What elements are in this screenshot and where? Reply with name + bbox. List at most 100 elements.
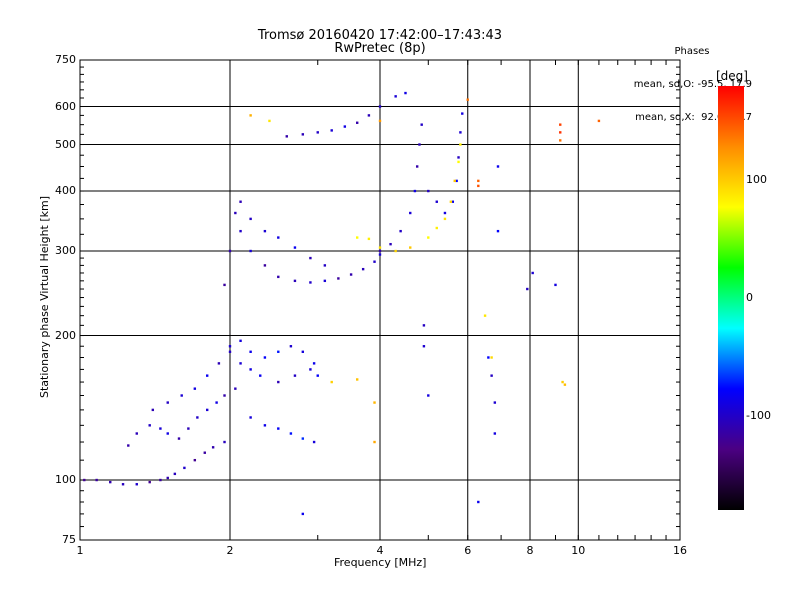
data-point (418, 143, 421, 146)
data-point (477, 184, 480, 188)
data-point (277, 380, 280, 384)
data-point (223, 283, 226, 287)
data-point (355, 378, 359, 381)
data-point (427, 394, 430, 397)
data-point (193, 458, 197, 462)
data-point (309, 256, 312, 260)
data-point (196, 416, 199, 419)
data-point (109, 480, 112, 484)
data-point (399, 229, 402, 233)
data-point (459, 131, 462, 134)
data-point (263, 264, 267, 267)
y-tick-label: 600 (55, 99, 76, 113)
y-axis-label: Stationary phase Virtual Height [km] (38, 195, 51, 398)
data-point (239, 229, 242, 233)
data-point (289, 432, 293, 435)
data-point (215, 401, 218, 404)
data-point (453, 179, 456, 183)
data-point (148, 424, 151, 427)
data-point (228, 249, 232, 253)
data-point (427, 189, 430, 193)
phase-summary-o: mean, sd,O: -95.5, 17.9 (633, 79, 752, 90)
data-point (409, 246, 412, 249)
data-point (483, 314, 487, 317)
data-point (263, 229, 267, 233)
data-point (127, 444, 130, 447)
data-point (526, 287, 529, 291)
data-point (293, 246, 297, 249)
data-point (373, 260, 376, 263)
data-point (249, 114, 252, 117)
data-point (337, 277, 340, 280)
data-point (223, 394, 226, 397)
data-point (323, 279, 327, 283)
data-point (449, 200, 453, 203)
data-point (249, 368, 252, 371)
colorbar-tick-label: -100 (746, 408, 771, 422)
data-point (277, 350, 280, 353)
data-point (443, 211, 447, 215)
data-point (316, 374, 319, 377)
data-point (159, 478, 162, 482)
y-tick-label: 400 (55, 184, 76, 198)
data-point (203, 451, 206, 454)
data-point (301, 133, 305, 136)
data-point (373, 401, 376, 404)
data-point (263, 356, 267, 359)
data-point (259, 374, 262, 377)
data-point (349, 273, 353, 276)
data-point (427, 236, 430, 239)
data-point (309, 368, 312, 371)
data-point (559, 123, 562, 126)
data-point (263, 424, 267, 427)
x-tick-label: 1 (76, 544, 84, 557)
data-point (422, 345, 426, 348)
data-point (404, 91, 407, 95)
data-point (180, 394, 183, 397)
data-point (249, 350, 252, 353)
data-point (461, 112, 464, 115)
data-point (490, 356, 493, 359)
data-point (228, 345, 232, 348)
y-tick-label: 100 (55, 473, 76, 487)
data-point (496, 229, 500, 233)
data-point (268, 119, 271, 123)
data-point (496, 165, 500, 168)
data-point (531, 271, 534, 275)
data-point (559, 131, 562, 134)
data-point (561, 380, 564, 384)
data-point (378, 246, 382, 249)
data-point (477, 179, 480, 183)
chart-title: Tromsø 20160420 17:42:00–17:43:43 (257, 28, 503, 43)
data-point (277, 427, 280, 430)
data-point (457, 156, 460, 159)
data-point (420, 123, 423, 126)
data-point (228, 350, 232, 353)
data-point (394, 249, 397, 253)
x-tick-label: 2 (226, 544, 234, 557)
colorbar-title: [deg] (716, 69, 748, 83)
data-point (166, 476, 169, 480)
data-point (234, 387, 237, 390)
x-tick-label: 16 (673, 544, 687, 557)
data-point (487, 356, 490, 359)
data-point (301, 512, 305, 516)
data-point (83, 478, 86, 482)
data-point (554, 283, 557, 287)
phase-summary-heading: Phases (674, 46, 710, 57)
data-point (343, 125, 347, 128)
data-point (316, 131, 319, 134)
data-point (193, 387, 197, 390)
data-point (121, 483, 125, 486)
data-point (422, 324, 426, 327)
data-point (205, 408, 209, 412)
data-point (330, 380, 333, 384)
y-tick-label: 200 (55, 328, 76, 342)
chart-subtitle: RwPretec (8p) (334, 41, 426, 56)
data-point (217, 362, 221, 365)
data-point (455, 179, 458, 183)
y-tick-label: 75 (62, 533, 76, 546)
colorbar (718, 86, 744, 510)
data-point (249, 217, 252, 221)
